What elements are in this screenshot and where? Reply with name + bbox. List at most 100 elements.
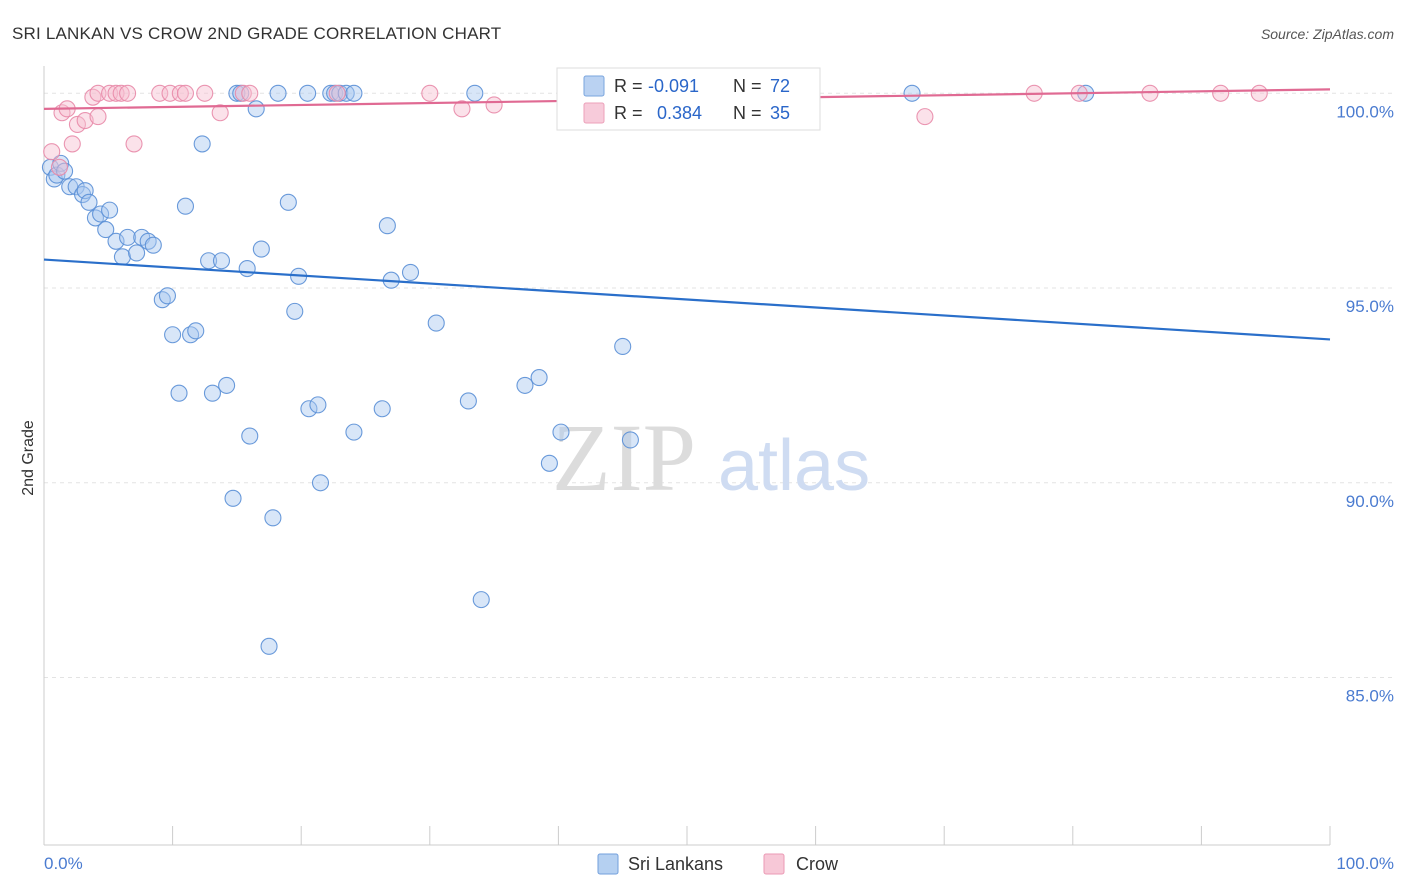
point-s1-23 <box>328 84 346 102</box>
point-s0-9 <box>80 193 98 211</box>
point-s0-20 <box>144 236 162 254</box>
point-s0-63 <box>530 369 548 387</box>
legend-r-label-2: R = <box>614 103 643 123</box>
point-s0-16 <box>119 228 137 246</box>
point-s0-30 <box>203 384 222 402</box>
point-s1-25 <box>453 100 471 118</box>
series-legend-swatch-crow <box>763 853 785 875</box>
legend-n-label-1: N = <box>733 76 762 96</box>
point-s0-55 <box>378 217 396 235</box>
gridlines <box>44 92 1394 679</box>
point-s0-57 <box>401 263 420 281</box>
chart-title: SRI LANKAN VS CROW 2ND GRADE CORRELATION… <box>12 24 501 43</box>
point-s0-52 <box>345 84 363 102</box>
watermark-atlas: atlas <box>718 426 870 506</box>
point-s0-24 <box>170 384 188 402</box>
point-s0-47 <box>311 474 330 492</box>
point-s1-26 <box>485 96 503 114</box>
point-s1-12 <box>112 84 130 102</box>
point-s0-40 <box>269 84 287 102</box>
point-s0-13 <box>101 201 119 219</box>
point-s1-34 <box>1250 84 1268 102</box>
y-tick-label-0: 85.0% <box>1346 687 1394 706</box>
trendline-0 <box>43 258 1331 341</box>
point-s0-35 <box>238 259 256 278</box>
point-s0-53 <box>345 423 363 441</box>
points-layer <box>41 84 1268 655</box>
point-s1-13 <box>119 84 137 102</box>
watermark: ZIP atlas <box>552 404 870 511</box>
point-s1-19 <box>196 84 214 102</box>
point-s1-18 <box>176 84 195 102</box>
point-s0-61 <box>472 591 490 609</box>
point-s1-24 <box>421 84 439 102</box>
point-s0-33 <box>228 84 246 102</box>
x-tick-label-max: 100.0% <box>1336 854 1394 873</box>
point-s0-39 <box>264 509 282 527</box>
point-s0-15 <box>113 248 131 266</box>
series-legend-label-sri-lankans: Sri Lankans <box>628 854 723 874</box>
legend-n-value-2: 35 <box>770 103 790 123</box>
watermark-zip: ZIP <box>552 404 696 511</box>
point-s0-25 <box>176 197 195 215</box>
point-s1-14 <box>125 135 143 153</box>
point-s1-17 <box>171 84 189 102</box>
legend-swatch-crow <box>583 102 605 124</box>
point-s1-6 <box>76 111 94 130</box>
stats-legend: R = -0.091 N = 72 R = 0.384 N = 35 <box>556 67 821 131</box>
point-s0-28 <box>193 135 211 153</box>
point-s1-20 <box>211 104 229 122</box>
point-s1-33 <box>1212 84 1230 102</box>
point-s0-27 <box>187 322 205 340</box>
point-s0-11 <box>92 205 110 223</box>
point-s1-16 <box>161 84 179 102</box>
chart-source: Source: ZipAtlas.com <box>1261 26 1394 42</box>
series-legend: Sri Lankans Crow <box>597 853 839 875</box>
point-s0-62 <box>516 376 534 394</box>
point-s0-32 <box>218 376 236 394</box>
point-s0-45 <box>300 400 318 418</box>
point-s0-17 <box>128 244 146 262</box>
point-s1-15 <box>151 84 169 102</box>
point-s1-22 <box>241 84 259 102</box>
x-tick-label-min: 0.0% <box>44 854 83 873</box>
point-s0-12 <box>97 221 115 239</box>
y-tick-label-3: 100.0% <box>1336 102 1394 121</box>
point-s0-64 <box>540 454 558 472</box>
point-s0-41 <box>279 193 297 211</box>
legend-n-value-1: 72 <box>770 76 790 96</box>
y-axis-tick-labels: 85.0% 90.0% 95.0% 100.0% <box>1336 102 1394 705</box>
series-legend-swatch-sri-lankans <box>597 853 619 875</box>
point-s0-36 <box>241 427 259 445</box>
point-s0-46 <box>309 396 327 414</box>
point-s0-22 <box>158 287 177 305</box>
point-s1-8 <box>89 84 107 102</box>
y-tick-label-1: 90.0% <box>1346 492 1394 511</box>
point-s0-23 <box>164 326 182 344</box>
point-s0-31 <box>212 252 231 270</box>
point-s1-29 <box>916 108 934 126</box>
point-s0-60 <box>466 84 484 102</box>
series-legend-label-crow: Crow <box>796 854 839 874</box>
point-s0-54 <box>373 400 391 418</box>
point-s0-66 <box>614 337 632 355</box>
point-s0-67 <box>621 431 639 449</box>
point-s1-4 <box>63 135 81 153</box>
y-axis-title: 2nd Grade <box>20 420 37 496</box>
point-s1-11 <box>107 84 125 102</box>
y-tick-label-2: 95.0% <box>1346 297 1394 316</box>
point-s1-21 <box>234 84 252 102</box>
legend-swatch-sri-lankans <box>583 75 605 97</box>
point-s0-38 <box>252 240 270 258</box>
point-s1-5 <box>68 115 86 133</box>
point-s0-58 <box>427 314 445 332</box>
legend-r-label-1: R = <box>614 76 643 96</box>
legend-n-label-2: N = <box>733 103 762 123</box>
point-s0-65 <box>552 423 570 441</box>
point-s1-9 <box>89 108 107 126</box>
legend-r-value-2: 0.384 <box>657 103 702 123</box>
point-s0-48 <box>322 84 340 102</box>
x-axis-ticks <box>43 826 1331 845</box>
point-s0-71 <box>260 637 278 655</box>
